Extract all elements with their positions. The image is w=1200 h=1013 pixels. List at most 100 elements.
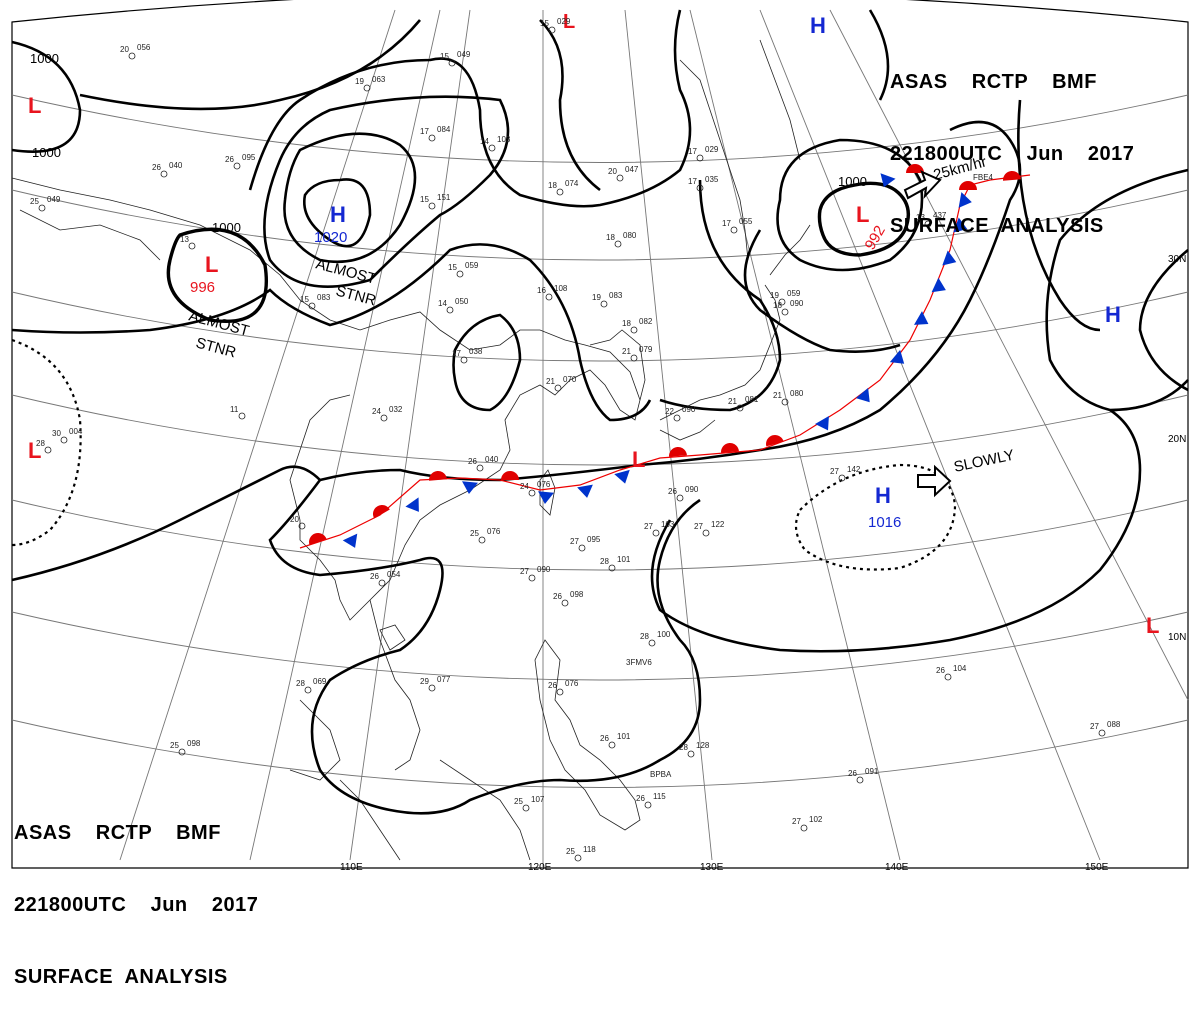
station-pressure: 103 (497, 135, 511, 144)
low-center-992: L (856, 202, 869, 227)
station-plot: 26 090 (668, 485, 699, 502)
station-circle (696, 154, 704, 162)
warm-front-symbol (906, 164, 924, 173)
station-temperature: 19 (592, 293, 601, 302)
station-temperature: 25 (514, 797, 523, 806)
station-plot: 16 108 (537, 284, 568, 301)
cold-front-symbol (880, 173, 896, 188)
station-temperature: 24 (520, 482, 529, 491)
title-bottom-line-3: SURFACE ANALYSIS (14, 966, 228, 988)
dotted-contours (11, 338, 957, 571)
cold-front-symbol (538, 491, 554, 504)
station-pressure: 088 (1107, 720, 1121, 729)
station-plot: 15 029 (540, 17, 571, 34)
station-plot: 26 091 (848, 767, 879, 784)
station-pressure: 047 (625, 165, 639, 174)
station-temperature: 21 (546, 377, 555, 386)
station-pressure: 029 (705, 145, 719, 154)
station-plot: 15 059 (448, 261, 479, 278)
station-plot: 26 040 (468, 455, 499, 472)
station-plot: 19 063 (355, 75, 386, 92)
station-temperature: 28 (296, 679, 305, 688)
isobar-labels: 1000 1000 1000 1000 (30, 51, 867, 235)
station-temperature: 14 (438, 299, 447, 308)
station-circle (446, 306, 454, 314)
station-temperature: 27 (520, 567, 529, 576)
coastlines (11, 39, 811, 861)
station-temperature: 13 (916, 213, 925, 222)
high-value-1016: 1016 (868, 514, 901, 531)
station-circle (736, 404, 744, 412)
station-temperature: 17 (688, 177, 697, 186)
station-temperature: 27 (644, 522, 653, 531)
station-plot: 15 049 (440, 50, 471, 67)
station-temperature: 20 (290, 515, 299, 524)
lon-label-140e: 140E (885, 862, 909, 873)
station-plot: 21 080 (773, 389, 804, 406)
lat-label-30n: 30N (1168, 254, 1186, 265)
station-temperature: 17 (452, 349, 461, 358)
high-value-1020: 1020 (314, 229, 347, 246)
station-pressure: 059 (465, 261, 479, 270)
station-circle (730, 226, 738, 234)
cold-front-symbol (855, 387, 870, 403)
isobar-label-1000-b: 1000 (32, 145, 61, 160)
station-plot: 25 076 (470, 527, 501, 544)
station-circle (476, 464, 484, 472)
isobar-label-1000-d: 1000 (838, 174, 867, 189)
title-bottom-line-1: ASAS RCTP BMF (14, 822, 221, 844)
station-pressure: 098 (570, 590, 584, 599)
station-pressure: 095 (242, 153, 256, 162)
warm-front-symbol (373, 505, 390, 519)
station-plot: 26 054 (370, 570, 401, 587)
station-pressure: 100 (657, 630, 671, 639)
station-circle (488, 144, 496, 152)
station-pressure: 090 (682, 405, 696, 414)
lon-label-130e: 130E (700, 862, 724, 873)
station-temperature: 17 (420, 127, 429, 136)
station-pressure: 074 (565, 179, 579, 188)
warm-front-symbol (669, 447, 687, 457)
station-temperature: 18 (773, 301, 782, 310)
station-pressure: 084 (437, 125, 451, 134)
station-circle (556, 188, 564, 196)
station-pressure: 059 (787, 289, 801, 298)
lon-label-110e: 110E (340, 862, 363, 873)
station-pressure: 107 (531, 795, 545, 804)
station-temperature: 26 (152, 163, 161, 172)
station-temperature: 15 (420, 195, 429, 204)
station-pressure: 032 (389, 405, 403, 414)
station-circle (614, 240, 622, 248)
station-plot: 28 101 (600, 555, 631, 572)
station-pressure: 038 (469, 347, 483, 356)
station-circle (578, 544, 586, 552)
station-pressure: 101 (617, 555, 631, 564)
station-circle (428, 684, 436, 692)
station-plot: 27 090 (520, 565, 551, 582)
station-pressure: 069 (313, 677, 327, 686)
station-plot: 21 081 (728, 395, 759, 412)
lat-label-20n: 20N (1168, 434, 1186, 445)
station-pressure: 101 (617, 732, 631, 741)
cold-front-symbol (958, 192, 972, 208)
cold-front-symbol (889, 349, 905, 364)
station-temperature: 26 (848, 769, 857, 778)
station-circle (781, 308, 789, 316)
station-pressure: 090 (685, 485, 699, 494)
station-temperature: 27 (570, 537, 579, 546)
station-pressure: 437 (933, 211, 947, 220)
station-temperature: 25 (30, 197, 39, 206)
station-temperature: 30 (52, 429, 61, 438)
station-temperature: 27 (830, 467, 839, 476)
station-pressure: 091 (865, 767, 879, 776)
longitude-labels: 110E 120E 130E 140E 150E (340, 862, 1109, 873)
low-center-front: L (632, 447, 645, 472)
title-top-line-1: ASAS RCTP BMF (890, 71, 1097, 93)
station-circle (924, 220, 932, 228)
station-temperature: 26 (553, 592, 562, 601)
map-frame (11, 0, 1189, 869)
station-pressure: 040 (485, 455, 499, 464)
cold-front-symbol (942, 250, 957, 266)
station-pressure: 079 (639, 345, 653, 354)
station-plot: 26 101 (600, 732, 631, 749)
